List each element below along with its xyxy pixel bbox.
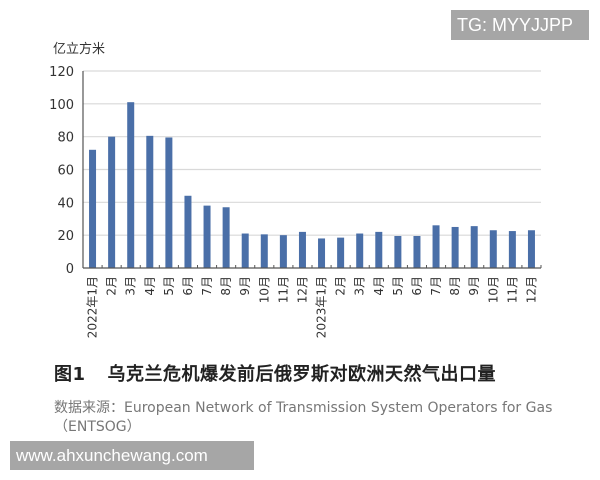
- bar: [527, 230, 535, 268]
- bar: [203, 205, 211, 268]
- bar: [508, 231, 516, 268]
- x-tick-label: 10月: [257, 276, 271, 303]
- x-tick-label: 8月: [219, 276, 233, 296]
- x-axis-labels: 2022年1月 2月 3月 4月 5月 6月 7月 8月 9月 10月 11月 12月 2023年1月 2…: [86, 276, 539, 338]
- x-tick-label: 5月: [391, 276, 405, 296]
- x-tick-label: 6月: [181, 276, 195, 296]
- bar: [337, 237, 345, 268]
- y-tick-label: 0: [66, 262, 74, 277]
- y-tick-label: 100: [49, 98, 74, 113]
- x-tick-label: 10月: [486, 276, 500, 303]
- x-tick-label: 2022年1月: [86, 276, 100, 338]
- bar: [298, 231, 306, 268]
- y-tick-label: 40: [57, 196, 74, 211]
- figure-title: 乌克兰危机爆发前后俄罗斯对欧洲天然气出口量: [107, 364, 497, 385]
- figure-caption: 图1 乌克兰危机爆发前后俄罗斯对欧洲天然气出口量: [54, 360, 496, 386]
- x-tick-label: 2月: [105, 276, 119, 296]
- x-tick-label: 12月: [295, 276, 309, 303]
- bar: [451, 226, 459, 268]
- x-tick-label: 2月: [334, 276, 348, 296]
- bar: [413, 235, 421, 268]
- bar: [356, 233, 364, 268]
- bar: [279, 235, 287, 268]
- x-tick-label: 11月: [276, 276, 290, 303]
- x-tick-label: 8月: [448, 276, 462, 296]
- axes: [82, 71, 542, 269]
- x-tick-label: 3月: [124, 276, 138, 296]
- y-tick-label: 20: [57, 229, 74, 244]
- watermark-bottom: www.ahxunchewang.com: [10, 441, 254, 470]
- bar: [375, 231, 383, 268]
- y-tick-label: 120: [49, 65, 74, 80]
- watermark-top: TG: MYYJJPP: [451, 10, 589, 40]
- bar: [470, 226, 478, 268]
- bar: [394, 235, 402, 268]
- figure-number: 图1: [54, 364, 86, 385]
- bar: [146, 135, 154, 268]
- bars: [89, 102, 535, 268]
- bar: [260, 234, 268, 268]
- x-tick-label: 9月: [238, 276, 252, 296]
- x-tick-label: 4月: [372, 276, 386, 296]
- x-tick-label: 6月: [410, 276, 424, 296]
- x-tick-label: 11月: [505, 276, 519, 303]
- bar: [165, 137, 173, 268]
- x-tick-label: 7月: [200, 276, 214, 296]
- bar: [89, 149, 97, 268]
- data-source-note: 数据来源：European Network of Transmission Sy…: [54, 400, 553, 435]
- x-tick-label: 7月: [429, 276, 443, 296]
- y-axis-unit-label: 亿立方米: [53, 42, 106, 57]
- bar: [318, 238, 326, 268]
- y-tick-label: 80: [57, 131, 74, 146]
- bar: [184, 195, 192, 268]
- x-tick-label: 3月: [353, 276, 367, 296]
- x-tick-label: 5月: [162, 276, 176, 296]
- bar: [489, 230, 497, 268]
- y-tick-label: 60: [57, 164, 74, 179]
- x-tick-label: 2023年1月: [315, 276, 329, 338]
- x-tick-label: 4月: [143, 276, 157, 296]
- x-tick-label: 9月: [467, 276, 481, 296]
- gridlines: [83, 70, 541, 236]
- bar: [108, 136, 116, 268]
- x-tick-label: 12月: [524, 276, 538, 303]
- bar: [222, 207, 230, 268]
- bar: [127, 102, 135, 268]
- y-axis-ticks: 0 20 40 60 80 100 120: [49, 65, 74, 277]
- bar: [241, 233, 249, 268]
- bar: [432, 225, 440, 268]
